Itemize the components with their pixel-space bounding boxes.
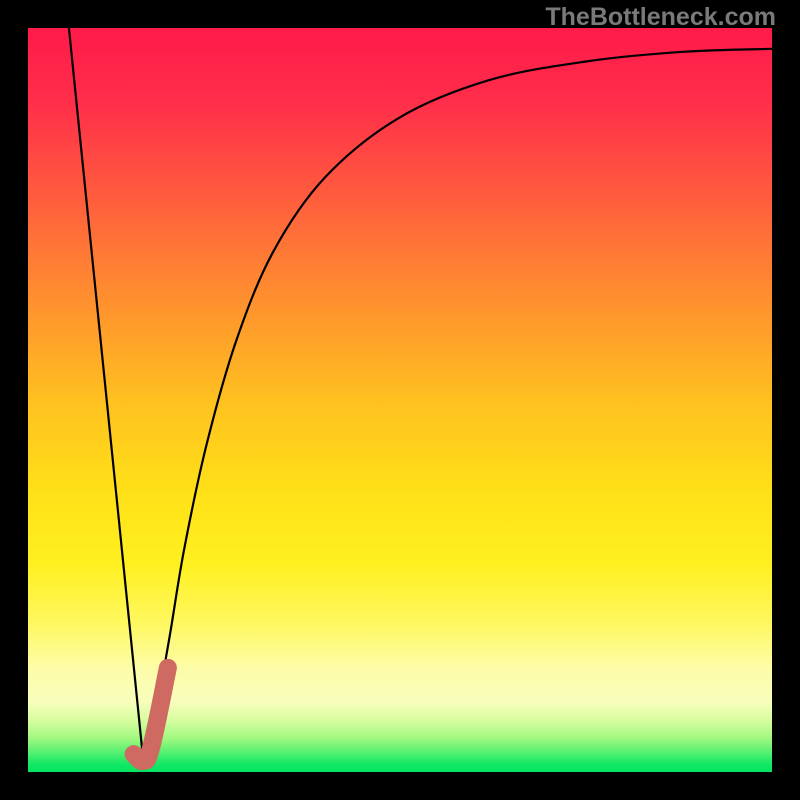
chart-container: TheBottleneck.com [0, 0, 800, 800]
watermark-text: TheBottleneck.com [545, 3, 776, 32]
plot-area [28, 28, 772, 772]
gradient-background [28, 28, 772, 772]
plot-svg [28, 28, 772, 772]
